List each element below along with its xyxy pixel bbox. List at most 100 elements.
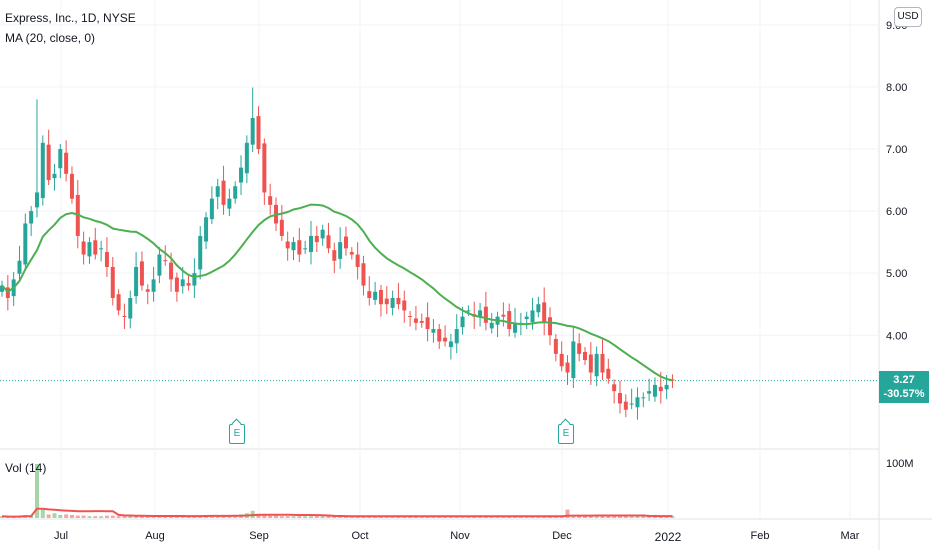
candle-body <box>308 235 313 253</box>
volume-bar <box>658 516 663 518</box>
candle-body <box>617 392 622 404</box>
volume-bar <box>110 515 115 518</box>
candle-body <box>577 343 582 354</box>
candle-body <box>34 192 39 208</box>
candle-body <box>250 117 255 145</box>
x-tick-label: Feb <box>751 530 770 542</box>
volume-bar <box>588 516 593 518</box>
currency-button[interactable]: USD <box>894 7 922 27</box>
candle-body <box>571 341 576 379</box>
volume-bar <box>652 516 657 518</box>
candle-body <box>466 310 471 312</box>
candle-body <box>46 144 51 181</box>
y-tick-label: 6.00 <box>886 206 907 218</box>
candle-body <box>215 186 220 197</box>
candle-body <box>285 241 290 249</box>
volume-bar <box>583 515 587 518</box>
candle-body <box>478 310 483 317</box>
volume-bar <box>64 514 69 518</box>
candle-body <box>501 314 506 317</box>
candle-body <box>297 240 302 255</box>
candle-body <box>390 298 395 308</box>
candle-body <box>647 391 652 394</box>
x-tick-label: Dec <box>552 530 572 542</box>
earnings-marker[interactable]: E <box>558 424 574 444</box>
volume-bar <box>268 515 273 518</box>
year-tick-label: 2022 <box>648 527 688 547</box>
candle-body <box>489 322 494 329</box>
candle-body <box>355 254 360 267</box>
volume-bar <box>145 516 150 518</box>
volume-bar <box>338 516 343 518</box>
candle-body <box>151 279 156 292</box>
candle-body <box>180 279 185 287</box>
volume-axis-label: 100M <box>886 458 914 470</box>
y-tick-label: 5.00 <box>886 268 907 280</box>
earnings-marker[interactable]: E <box>229 424 245 444</box>
volume-bar <box>139 516 144 518</box>
candle-body <box>594 353 599 377</box>
volume-bar <box>600 515 605 518</box>
volume-bar <box>52 513 57 518</box>
volume-bar <box>174 516 179 518</box>
candle-body <box>204 217 209 242</box>
volume-bar <box>122 516 127 518</box>
candle-body <box>192 273 197 286</box>
candle-body <box>99 248 104 250</box>
x-tick-label: Jul <box>54 530 68 542</box>
candle-body <box>17 260 22 274</box>
candle-body <box>448 341 453 348</box>
candle-body <box>612 384 617 392</box>
candle-body <box>279 219 284 236</box>
candle-body <box>623 401 628 410</box>
candle-body <box>652 384 657 397</box>
candle-body <box>588 354 593 373</box>
volume-bar <box>617 516 622 518</box>
candle-body <box>157 254 162 276</box>
volume-bar <box>647 516 652 518</box>
volume-bar <box>104 515 109 518</box>
candle-body <box>58 149 63 169</box>
volume-bar <box>577 515 582 518</box>
candle-body <box>524 316 529 320</box>
volume-legend[interactable]: Vol (14) <box>5 461 47 475</box>
candle-body <box>64 152 69 174</box>
candle-body <box>343 236 348 249</box>
x-tick-label: Mar <box>841 530 860 542</box>
candle-body <box>408 316 413 318</box>
candle-body <box>128 298 133 319</box>
ma-legend[interactable]: MA (20, close, 0) <box>5 31 96 45</box>
symbol-legend[interactable]: Express, Inc., 1D, NYSE <box>5 11 136 25</box>
candle-body <box>174 277 179 292</box>
candle-body <box>81 241 86 255</box>
candle-body <box>431 329 436 333</box>
volume-ma-line <box>1 507 673 518</box>
candle-body <box>437 329 442 342</box>
volume-bar <box>75 515 80 518</box>
volume-bar <box>186 516 191 518</box>
candle-body <box>635 397 640 408</box>
candle-body <box>600 353 605 373</box>
candle-body <box>513 322 518 333</box>
volume-bar <box>34 464 39 518</box>
candle-body <box>303 248 308 250</box>
candle-body <box>542 302 547 323</box>
candle-body <box>320 229 325 239</box>
candle-body <box>419 320 424 323</box>
candle-body <box>332 250 337 261</box>
volume-bar <box>116 516 121 518</box>
volume-bar <box>606 516 611 518</box>
volume-bar <box>274 515 279 518</box>
candle-body <box>69 173 74 199</box>
candle-body <box>122 316 127 318</box>
volume-bar <box>308 516 313 518</box>
candle-body <box>373 291 378 300</box>
candle-body <box>244 142 249 174</box>
candle-body <box>396 298 401 305</box>
volume-bar <box>93 516 98 518</box>
candle-body <box>186 283 191 286</box>
candle-body <box>443 337 448 342</box>
volume-bar <box>641 516 646 518</box>
